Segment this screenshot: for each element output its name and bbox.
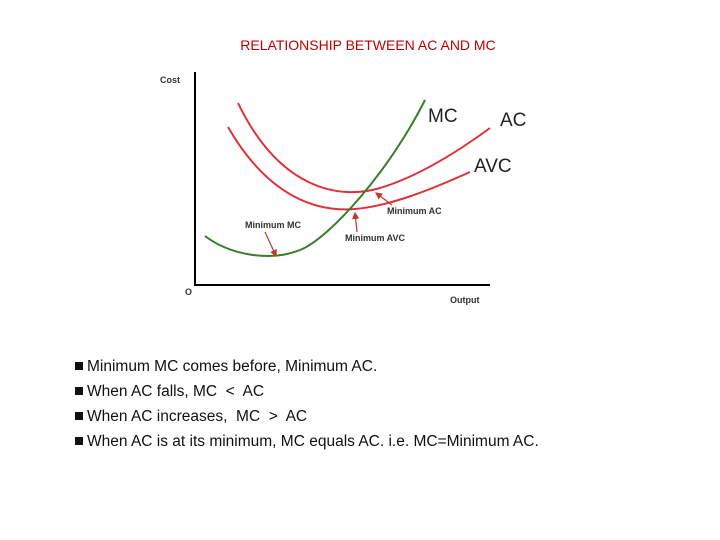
annotation: Minimum AC [387,206,442,216]
bullet-text: When AC falls, MC < AC [87,383,264,400]
slide-title: RELATIONSHIP BETWEEN AC AND MC [240,37,495,53]
annotation: Minimum AVC [345,233,405,243]
y-axis-label: Cost [160,75,180,85]
bullet-list: Minimum MC comes before, Minimum AC. Whe… [75,358,539,450]
bullet-marker [75,387,83,395]
curve-label: AC [500,110,526,131]
annotation-arrow [375,192,393,206]
mc-curve [204,99,426,257]
annotation: Minimum MC [245,220,301,230]
x-axis-label: Output [450,295,480,305]
bullet-marker [75,412,83,420]
bullet-text: When AC increases, MC > AC [87,408,307,425]
bullet-text: When AC is at its minimum, MC equals AC.… [87,433,539,450]
annotation-arrow [352,211,360,233]
curve-label: MC [428,106,458,127]
bullet-text: Minimum MC comes before, Minimum AC. [87,358,377,375]
origin-label: O [185,287,192,297]
bullet-marker [75,437,83,445]
ac-curve [237,102,491,194]
avc-curve [227,126,471,211]
annotation-arrow [264,231,277,258]
bullet-marker [75,362,83,370]
curve-label: AVC [474,156,512,177]
diagram: Cost Output O MC AC AVC Minimum MC Minim… [160,72,526,305]
